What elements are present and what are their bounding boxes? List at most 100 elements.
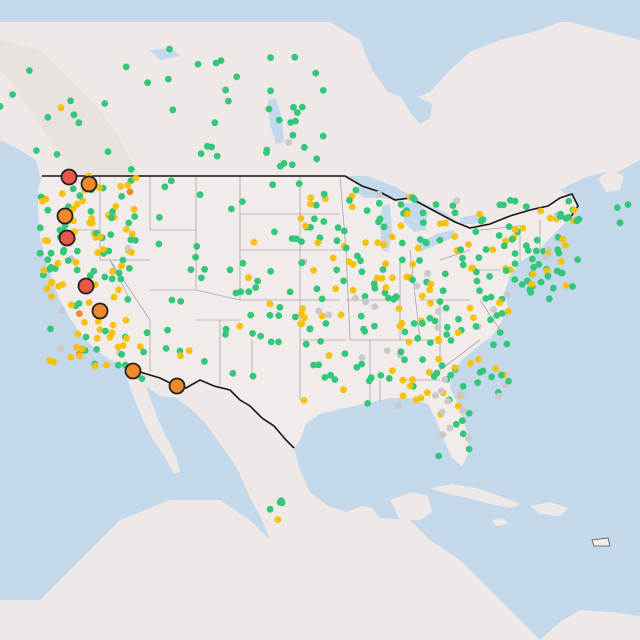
sensor-marker-good[interactable] <box>371 322 378 330</box>
sensor-marker-moderate[interactable] <box>475 356 482 363</box>
sensor-marker-good[interactable] <box>266 505 274 513</box>
sensor-marker-moderate[interactable] <box>465 241 472 248</box>
sensor-marker-good[interactable] <box>245 288 253 296</box>
sensor-marker-good[interactable] <box>295 180 303 188</box>
sensor-marker-moderate[interactable] <box>451 364 459 372</box>
sensor-marker-good[interactable] <box>275 338 282 346</box>
sensor-marker-good[interactable] <box>381 289 389 297</box>
sensor-marker-moderate[interactable] <box>397 222 405 230</box>
sensor-marker-no-data[interactable] <box>446 424 454 432</box>
sensor-marker-moderate[interactable] <box>504 307 512 315</box>
sensor-marker-moderate[interactable] <box>427 280 435 288</box>
sensor-marker-good[interactable] <box>167 177 175 185</box>
sensor-marker-good[interactable] <box>475 254 483 262</box>
sensor-marker-good[interactable] <box>488 373 496 381</box>
sensor-marker-good[interactable] <box>239 198 246 206</box>
sensor-marker-moderate[interactable] <box>48 293 55 300</box>
sensor-marker-good[interactable] <box>122 63 130 71</box>
sensor-marker-good[interactable] <box>267 267 274 275</box>
sensor-marker-good[interactable] <box>53 151 61 158</box>
sensor-marker-good[interactable] <box>419 219 427 227</box>
sensor-marker-good[interactable] <box>522 203 530 211</box>
sensor-marker-moderate[interactable] <box>406 382 414 390</box>
sensor-marker-good[interactable] <box>503 340 511 348</box>
sensor-marker-good[interactable] <box>125 264 133 272</box>
sensor-marker-moderate[interactable] <box>128 249 135 256</box>
sensor-marker-good[interactable] <box>419 209 427 217</box>
sensor-marker-moderate[interactable] <box>562 241 569 249</box>
sensor-marker-moderate[interactable] <box>39 197 46 205</box>
sensor-marker-moderate[interactable] <box>409 260 416 268</box>
sensor-marker-moderate[interactable] <box>529 270 537 278</box>
sensor-marker-good[interactable] <box>114 361 122 369</box>
sensor-marker-good[interactable] <box>194 60 202 68</box>
sensor-marker-moderate[interactable] <box>559 235 567 243</box>
sensor-marker-moderate[interactable] <box>468 264 475 272</box>
sensor-marker-good[interactable] <box>474 379 482 386</box>
sensor-marker-moderate[interactable] <box>496 299 503 307</box>
sensor-marker-no-data[interactable] <box>395 402 402 410</box>
sensor-marker-good[interactable] <box>64 257 72 264</box>
sensor-marker-good[interactable] <box>9 91 16 98</box>
sensor-marker-good[interactable] <box>275 116 283 124</box>
sensor-marker-good[interactable] <box>33 147 40 154</box>
sensor-marker-good[interactable] <box>105 247 113 255</box>
sensor-marker-good[interactable] <box>482 246 490 253</box>
sensor-marker-good[interactable] <box>169 106 177 114</box>
sensor-marker-good[interactable] <box>317 338 324 345</box>
sensor-marker-no-data[interactable] <box>441 376 449 383</box>
sensor-marker-moderate[interactable] <box>109 268 116 275</box>
sensor-marker-moderate[interactable] <box>76 352 84 360</box>
sensor-marker-good[interactable] <box>60 246 68 254</box>
sensor-marker-good[interactable] <box>398 256 406 264</box>
sensor-marker-good[interactable] <box>340 227 348 235</box>
sensor-marker-good[interactable] <box>143 329 151 337</box>
sensor-marker-good[interactable] <box>401 328 409 336</box>
sensor-marker-good[interactable] <box>433 369 441 377</box>
sensor-marker-moderate[interactable] <box>59 281 66 288</box>
sensor-marker-good[interactable] <box>432 201 440 208</box>
sensor-marker-moderate[interactable] <box>310 266 318 274</box>
sensor-marker-good[interactable] <box>375 199 383 207</box>
sensor-marker-good[interactable] <box>451 209 459 217</box>
sensor-marker-good[interactable] <box>553 267 561 275</box>
sensor-marker-good[interactable] <box>479 367 487 375</box>
sensor-marker-moderate[interactable] <box>44 237 51 245</box>
sensor-marker-good[interactable] <box>496 201 504 209</box>
sensor-marker-good[interactable] <box>385 375 393 382</box>
sensor-marker-good[interactable] <box>472 228 480 236</box>
sensor-marker-good[interactable] <box>616 219 624 227</box>
sensor-marker-good[interactable] <box>495 232 503 239</box>
alert-marker-unhealthy-for-sensitive[interactable] <box>91 302 109 320</box>
sensor-marker-no-data[interactable] <box>358 354 366 361</box>
sensor-marker-good[interactable] <box>436 298 444 305</box>
sensor-marker-good[interactable] <box>320 190 328 198</box>
sensor-marker-moderate[interactable] <box>40 266 48 274</box>
sensor-marker-good[interactable] <box>443 331 451 338</box>
sensor-marker-moderate[interactable] <box>106 333 114 341</box>
sensor-marker-good[interactable] <box>104 148 112 156</box>
sensor-marker-good[interactable] <box>239 259 247 267</box>
sensor-marker-moderate[interactable] <box>489 246 497 254</box>
sensor-marker-good[interactable] <box>263 149 270 157</box>
sensor-marker-moderate[interactable] <box>109 321 117 329</box>
sensor-marker-good[interactable] <box>257 332 264 340</box>
sensor-marker-moderate[interactable] <box>414 244 422 252</box>
sensor-marker-moderate[interactable] <box>73 200 81 208</box>
sensor-marker-good[interactable] <box>342 244 350 252</box>
sensor-marker-good[interactable] <box>379 266 387 273</box>
sensor-marker-good[interactable] <box>502 267 510 274</box>
sensor-marker-moderate[interactable] <box>95 184 103 192</box>
sensor-marker-good[interactable] <box>93 346 101 353</box>
sensor-marker-good[interactable] <box>222 86 230 94</box>
sensor-marker-moderate[interactable] <box>43 285 51 293</box>
sensor-marker-moderate[interactable] <box>103 361 110 369</box>
sensor-marker-good[interactable] <box>198 274 205 282</box>
sensor-marker-good[interactable] <box>334 224 342 232</box>
sensor-marker-moderate[interactable] <box>99 245 107 253</box>
sensor-marker-good[interactable] <box>442 304 450 312</box>
sensor-marker-good[interactable] <box>75 119 83 127</box>
alert-marker-unhealthy-for-sensitive[interactable] <box>168 377 186 395</box>
sensor-marker-moderate[interactable] <box>185 347 193 355</box>
